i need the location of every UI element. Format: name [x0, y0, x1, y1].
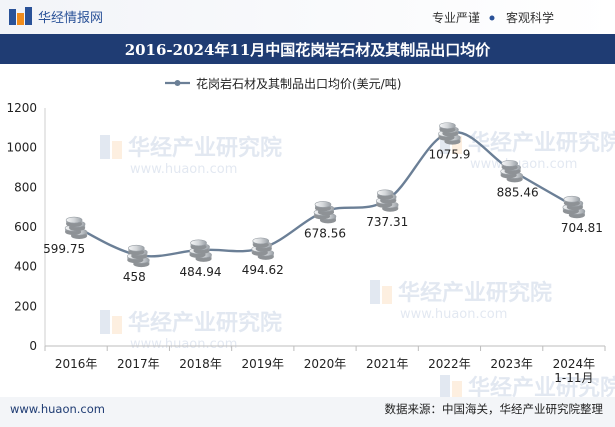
x-axis: 2016年 2017年 2018年 2019年 2020年 2021年 2022年 2023年…	[44, 345, 606, 385]
y-tick-label: 400	[14, 260, 37, 274]
data-point-marker	[64, 216, 88, 240]
data-point-marker	[313, 201, 337, 224]
x-tick-label: 2016年	[55, 357, 98, 371]
coin-top	[501, 160, 518, 167]
data-label: 1075.9	[428, 148, 470, 162]
tagline-right: 客观科学	[506, 10, 554, 25]
tagline-left: 专业严谨	[432, 10, 480, 25]
data-label: 599.75	[43, 242, 85, 256]
chart-title: 2016-2024年11月中国花岗岩石材及其制品出口均价	[125, 41, 492, 59]
data-point-marker	[375, 189, 399, 212]
data-label: 704.81	[561, 221, 603, 235]
footer-source: 数据来源：中国海关，华经产业研究院整理	[385, 402, 604, 416]
data-label: 885.46	[497, 185, 539, 199]
watermark-url: www.huaon.com	[130, 162, 237, 177]
watermark-logo-icon	[452, 381, 462, 399]
legend-marker-icon	[174, 80, 181, 86]
y-tick-label: 0	[29, 339, 37, 353]
x-tick-label: 2020年	[304, 357, 347, 371]
markers-layer	[64, 122, 586, 268]
y-tick-label: 1200	[6, 101, 37, 115]
watermark-text: 华经产业研究院	[128, 135, 282, 161]
x-tick-label: 2023年	[490, 357, 533, 371]
data-label: 458	[123, 270, 146, 284]
brand-logo-icon	[9, 7, 32, 25]
data-point-marker	[562, 195, 586, 219]
top-bar	[0, 0, 615, 34]
watermark-logo-icon	[112, 316, 122, 334]
watermark-url: www.huaon.com	[470, 157, 577, 172]
data-point-marker	[127, 244, 150, 268]
data-point-marker	[500, 160, 523, 183]
coin-top	[314, 201, 332, 208]
data-point-marker	[189, 239, 212, 262]
x-tick-label: 2024年 1-11月	[553, 357, 596, 385]
coin-top	[563, 195, 581, 203]
watermark-url: www.huaon.com	[400, 307, 507, 322]
data-label: 494.62	[242, 263, 284, 277]
watermark-text: 华经产业研究院	[398, 280, 552, 306]
data-point-marker	[251, 237, 275, 260]
watermark-logo-icon	[370, 280, 380, 304]
x-tick-label: 2018年	[179, 357, 222, 371]
x-tick-label: 2021年	[366, 357, 409, 371]
watermark-group: 华经产业研究院www.huaon.com华经产业研究院www.huaon.com…	[100, 130, 615, 417]
watermark-logo-icon	[452, 136, 462, 154]
legend-label: 花岗岩石材及其制品出口均价(美元/吨)	[196, 76, 401, 91]
x-tick-label: 2017年	[117, 357, 160, 371]
y-tick-label: 800	[14, 180, 37, 194]
data-point-marker	[438, 122, 461, 145]
watermark-text: 华经产业研究院	[128, 310, 282, 336]
data-label: 678.56	[304, 226, 346, 240]
coin-top	[128, 244, 145, 252]
watermark-logo-icon	[440, 375, 450, 399]
footer-bar	[0, 397, 615, 427]
footer-website: www.huaon.com	[10, 402, 105, 416]
watermark-logo-icon	[112, 141, 122, 159]
coin-top	[252, 237, 270, 245]
brand-name: 华经情报网	[38, 11, 103, 26]
coin-top	[439, 122, 456, 129]
data-label: 484.94	[180, 265, 222, 279]
coin-top	[190, 239, 207, 247]
y-tick-label: 1000	[6, 141, 37, 155]
watermark-url: www.huaon.com	[130, 337, 237, 352]
coin-top	[65, 216, 83, 224]
y-tick-label: 200	[14, 299, 37, 313]
title-band	[0, 34, 615, 64]
x-tick-label: 2019年	[242, 357, 285, 371]
legend: 花岗岩石材及其制品出口均价(美元/吨)	[165, 76, 401, 91]
watermark-logo-icon	[100, 310, 110, 334]
data-label: 737.31	[366, 215, 408, 229]
watermark-logo-icon	[100, 135, 110, 159]
data-labels-layer: 599.75 458 484.94 494.62 678.56 737.31 1075.9 8…	[43, 148, 603, 285]
y-tick-label: 600	[14, 220, 37, 234]
coin-top	[376, 189, 394, 197]
watermark-text: 华经产业研究院	[468, 130, 615, 156]
y-axis: 0 200 400 600 800 1000 1200	[6, 101, 46, 353]
watermark-logo-icon	[382, 286, 392, 304]
x-tick-label: 2022年	[428, 357, 471, 371]
separator-dot-icon	[489, 15, 495, 21]
watermark-text: 华经产业研究院	[468, 375, 615, 401]
